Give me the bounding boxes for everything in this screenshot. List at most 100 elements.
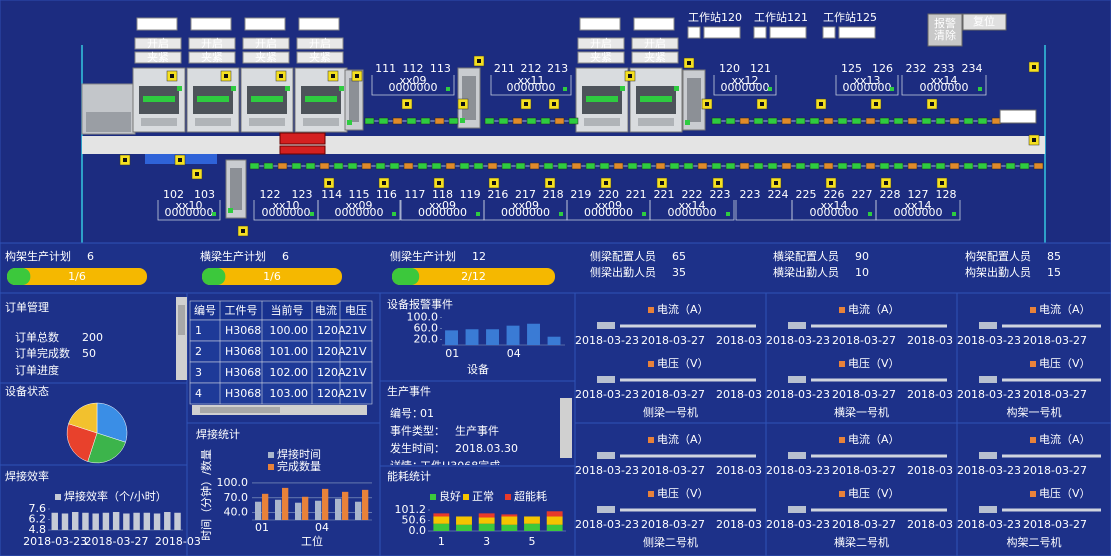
bar: [61, 513, 69, 530]
clamp-button-label[interactable]: 夹紧: [309, 51, 331, 64]
open-button[interactable]: [134, 37, 182, 50]
open-button[interactable]: [631, 37, 679, 50]
legend-swatch: [268, 464, 274, 470]
roller: [420, 117, 431, 125]
roller: [655, 162, 666, 170]
alarm-clear-label[interactable]: 清除: [934, 28, 956, 42]
roller: [935, 162, 946, 170]
it-reset-label[interactable]: IT复位: [1002, 109, 1034, 123]
station-code: xx09: [399, 74, 426, 87]
input-value: 0.000: [193, 17, 225, 30]
station-number: 116: [376, 188, 397, 201]
clamp-button-label[interactable]: 夹紧: [644, 51, 666, 64]
station-count: 0000000: [894, 206, 943, 219]
clamp-button[interactable]: [134, 51, 182, 64]
roller: [305, 162, 316, 170]
station-led: [768, 87, 772, 91]
roller: [725, 117, 736, 125]
x-tick-label: 2018-03-23: [766, 388, 830, 401]
open-button-label[interactable]: 开启: [147, 37, 169, 50]
table-header-cell: 编号: [194, 303, 216, 317]
legend-swatch: [648, 491, 654, 497]
station-code: xx09: [429, 199, 456, 212]
clamp-button-label[interactable]: 夹紧: [201, 51, 223, 64]
table-scrollbar: [176, 297, 187, 380]
open-button[interactable]: [296, 37, 344, 50]
alarm-clear-label[interactable]: 报警: [934, 16, 956, 30]
clamp-button[interactable]: [631, 51, 679, 64]
station-base: [249, 118, 285, 126]
clamp-button-label[interactable]: 夹紧: [255, 51, 277, 64]
roller: [893, 117, 904, 125]
workstation-check[interactable]: [822, 26, 836, 39]
workstation-check[interactable]: [687, 26, 701, 39]
workstation-name: 工作站120: [688, 10, 742, 24]
open-button-label[interactable]: 开启: [255, 37, 277, 50]
station-code: xx13: [853, 74, 880, 87]
machine-name: 侧梁一号机: [643, 405, 698, 419]
roller: [277, 162, 288, 170]
open-button[interactable]: [188, 37, 236, 50]
station-number: 114: [321, 188, 342, 201]
it-reset-button[interactable]: [999, 109, 1037, 124]
sensor-dot: [760, 102, 764, 106]
staff-label: 横梁出勤人员: [773, 265, 839, 279]
y-axis-stub: [979, 376, 997, 383]
station-led: [177, 86, 182, 91]
workstation-check-mark[interactable]: X: [825, 26, 833, 39]
open-button-label[interactable]: 开启: [644, 37, 666, 50]
clamp-button-label[interactable]: 夹紧: [590, 51, 612, 64]
y-axis-stub: [597, 452, 615, 459]
bar-segment: [478, 513, 495, 518]
panel: [956, 292, 1111, 424]
workstation-mode: [769, 26, 807, 39]
bar: [133, 512, 140, 530]
roller: [434, 117, 445, 125]
sensor-dot: [382, 181, 386, 185]
station-clamp: [197, 96, 229, 102]
y-axis-stub: [788, 376, 806, 383]
reset-label[interactable]: 复位: [973, 14, 995, 28]
clamp-button-label[interactable]: 夹紧: [147, 51, 169, 64]
open-button[interactable]: [577, 37, 625, 50]
table-cell: 120A: [317, 345, 346, 358]
station-base: [638, 118, 674, 126]
open-button-label[interactable]: 开启: [309, 37, 331, 50]
open-button-label[interactable]: 开启: [201, 37, 223, 50]
sensor-dot: [552, 102, 556, 106]
station-led: [559, 212, 563, 216]
staff-value: 15: [1047, 266, 1061, 279]
legend-label: 良好: [439, 489, 461, 503]
reset-button[interactable]: [962, 13, 1007, 31]
workstation-name: 工作站125: [823, 10, 877, 24]
alarm-clear-button[interactable]: [927, 13, 963, 47]
y-tick-label: 40.0: [224, 506, 249, 519]
workstation-check-mark[interactable]: X: [756, 26, 764, 39]
station-frame: [371, 75, 455, 96]
order-label: 订单完成数: [15, 346, 70, 360]
roller: [543, 162, 554, 170]
x-tick-label: 2018-03-23: [575, 518, 639, 531]
clamp-button[interactable]: [188, 51, 236, 64]
staff-value: 10: [855, 266, 869, 279]
workstation-check[interactable]: [753, 26, 767, 39]
y-tick-label: 4.8: [29, 523, 47, 536]
roller: [921, 162, 932, 170]
clamp-button[interactable]: [296, 51, 344, 64]
sensor-dot: [774, 181, 778, 185]
workstation-check-mark[interactable]: X: [690, 26, 698, 39]
clamp-button[interactable]: [242, 51, 290, 64]
open-button-label[interactable]: 开启: [590, 37, 612, 50]
roller: [711, 162, 722, 170]
station-clamp: [305, 96, 337, 102]
station-count: 0000000: [165, 206, 214, 219]
station-frame: [835, 75, 899, 96]
sensor-dot: [687, 61, 691, 65]
table-cell: H3068: [225, 345, 261, 358]
roller: [487, 162, 498, 170]
open-button[interactable]: [242, 37, 290, 50]
clamp-button[interactable]: [577, 51, 625, 64]
station-number: 111: [375, 62, 396, 75]
x-tick-label: 2018-03-23: [957, 334, 1021, 347]
